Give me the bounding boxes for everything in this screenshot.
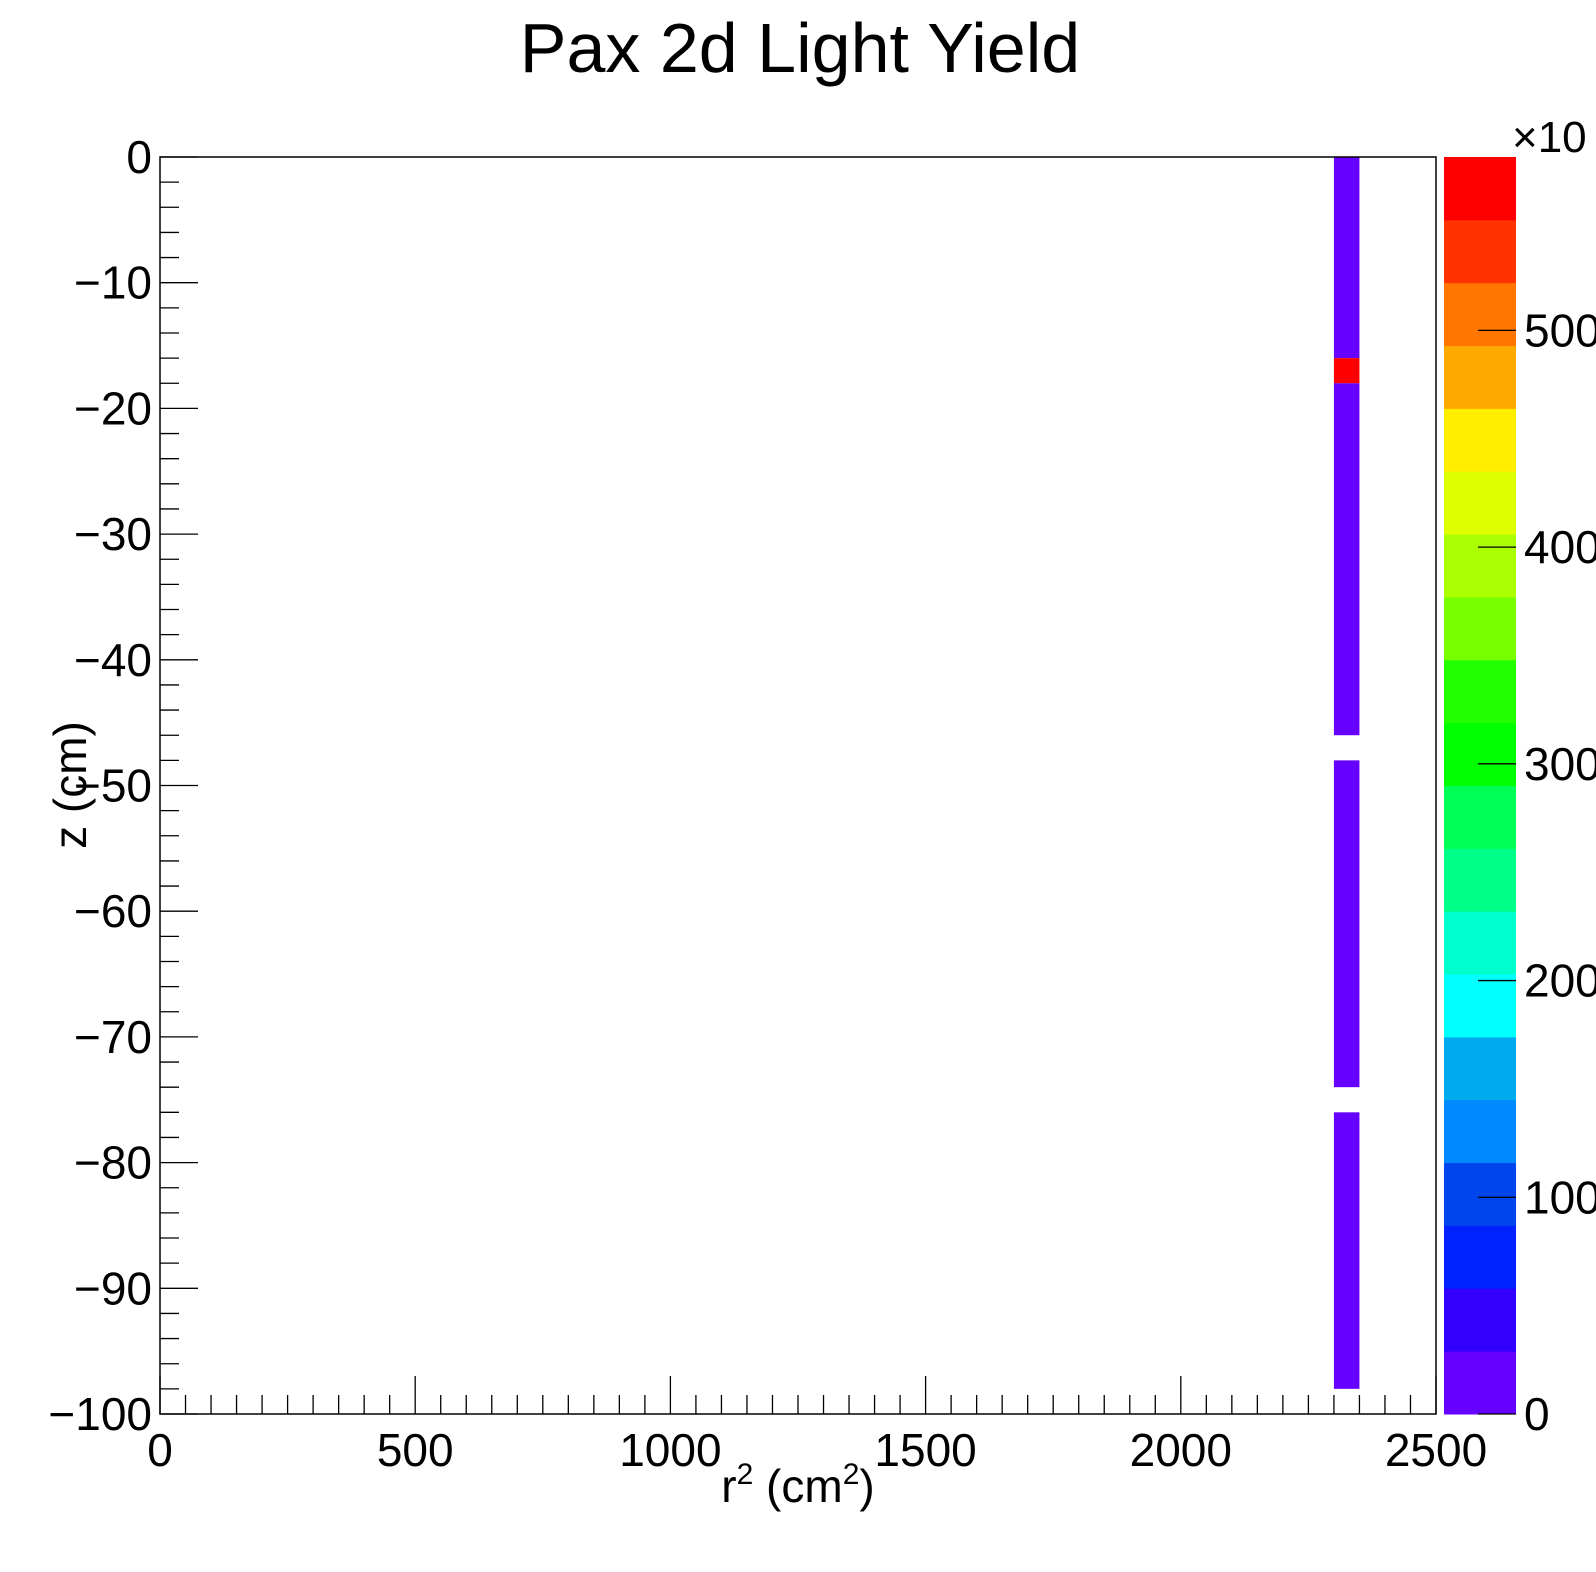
x-tick-label: 2000 [1130, 1424, 1232, 1476]
colorbar-segment [1444, 345, 1516, 409]
x-axis-label-sup: 2 [737, 1458, 754, 1491]
colorbar-segment [1444, 1099, 1516, 1164]
colorbar-segment [1444, 785, 1516, 849]
colorbar-segment [1444, 1351, 1516, 1415]
colorbar-tick-label: 300 [1524, 738, 1596, 790]
colorbar-segment [1444, 722, 1516, 786]
colorbar-segment [1444, 974, 1516, 1038]
heatmap-cell [1333, 157, 1360, 359]
heatmap-cells [1333, 157, 1360, 1389]
x-axis-label: r2 (cm2) [721, 1458, 874, 1512]
y-tick-label: −10 [74, 257, 152, 309]
heatmap-cell [1333, 1112, 1360, 1389]
x-tick-label: 1000 [619, 1424, 721, 1476]
x-axis-label-mid: (cm [753, 1460, 842, 1512]
x-axis-label-base: r [721, 1460, 736, 1512]
colorbar-tick-label: 0 [1524, 1388, 1550, 1440]
y-tick-label: −20 [74, 382, 152, 434]
x-tick-label: 2500 [1385, 1424, 1487, 1476]
y-tick-label: −30 [74, 508, 152, 560]
colorbar-segment [1444, 157, 1516, 221]
colorbar-segment [1444, 1288, 1516, 1352]
y-axis-label: z (cm) [44, 721, 96, 849]
y-tick-label: −90 [74, 1262, 152, 1314]
x-tick-label: 500 [377, 1424, 454, 1476]
colorbar-segment [1444, 1036, 1516, 1101]
y-tick-label: −60 [74, 885, 152, 937]
heatmap-cell [1333, 383, 1360, 736]
colorbar-segment [1444, 219, 1516, 284]
colorbar-tick-label: 100 [1524, 1171, 1596, 1223]
heatmap-cell [1333, 358, 1360, 384]
colorbar-segment [1444, 911, 1516, 975]
colorbar-segment [1444, 471, 1516, 535]
colorbar-segment [1444, 596, 1516, 661]
colorbar-tick-label: 400 [1524, 521, 1596, 573]
chart-title: Pax 2d Light Yield [520, 9, 1080, 87]
y-tick-label: −70 [74, 1011, 152, 1063]
x-axis-label-sup2: 2 [843, 1458, 860, 1491]
colorbar-segment [1444, 1225, 1516, 1289]
y-tick-label: −40 [74, 634, 152, 686]
plot-frame [159, 156, 1437, 1415]
y-axis: 0 −10 −20 −30 −40 −50 −60 −70 −80 −90 −100 [48, 131, 198, 1440]
x-tick-label: 0 [147, 1424, 173, 1476]
y-tick-label: −100 [48, 1388, 152, 1440]
colorbar-segment [1444, 282, 1516, 347]
colorbar-tick-label: 500 [1524, 304, 1596, 356]
colorbar-segment [1444, 848, 1516, 912]
colorbar-segment [1444, 1162, 1516, 1226]
colorbar-segment [1444, 534, 1516, 598]
heatmap-cell [1333, 760, 1360, 1088]
x-axis-label-end: ) [859, 1460, 874, 1512]
colorbar-segment [1444, 408, 1516, 472]
y-tick-label: −50 [74, 760, 152, 812]
colorbar-tick-label: 200 [1524, 955, 1596, 1007]
colorbar: 0 100 200 300 400 500 [1444, 157, 1596, 1440]
x-tick-label: 1500 [874, 1424, 976, 1476]
colorbar-segment [1444, 659, 1516, 724]
colorbar-multiplier: ×10 [1512, 113, 1587, 162]
y-tick-label: −80 [74, 1137, 152, 1189]
x-axis: 0 500 1000 1500 2000 2500 [147, 1376, 1487, 1476]
y-tick-label: 0 [126, 131, 152, 183]
